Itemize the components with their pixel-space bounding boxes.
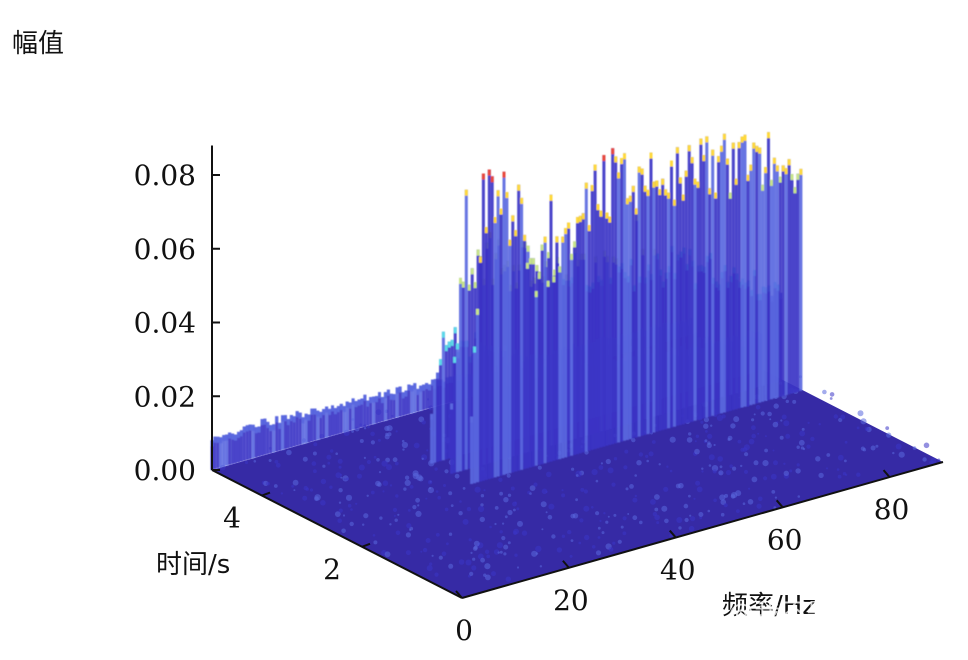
y-tick-mark-0 (361, 542, 371, 548)
z-tick-label-0: 0.00 (134, 454, 196, 487)
z-axis-title: 幅值 (12, 29, 64, 59)
x-tick-mark-4 (882, 469, 891, 478)
x-axis-title: 频率/Hz (722, 591, 816, 621)
z-tick-label-2: 0.04 (134, 307, 196, 340)
watermark-zhihu: 知乎 @我不是哆啦A梦 (668, 599, 928, 629)
tick-labels: 0.00 0.02 0.04 0.06 0.08 0 20 40 60 80 2 4 (134, 159, 910, 647)
x-tick-mark-2 (669, 529, 677, 539)
x-tick-label-0: 0 (455, 614, 473, 647)
x-tick-label-1: 20 (553, 584, 589, 617)
x-axis-line (461, 461, 944, 599)
y-axis-title: 时间/s (156, 550, 230, 580)
axes (211, 145, 944, 599)
x-tick-mark-1 (562, 560, 570, 569)
y-axis-line (211, 469, 463, 599)
watermark-csdn: CSDN @我不是哆啦A梦 (750, 629, 956, 651)
x-tick-mark-0 (455, 590, 463, 599)
x-tick-label-4: 80 (874, 493, 910, 526)
z-tick-label-3: 0.06 (134, 233, 196, 266)
bar-series-group (210, 132, 803, 484)
z-tick-label-1: 0.02 (134, 380, 196, 413)
y-tick-mark-1 (261, 491, 271, 497)
y-tick-label-0: 2 (323, 553, 341, 586)
bar-series-t2-8 (470, 132, 803, 484)
y-tick-label-1: 4 (223, 502, 241, 535)
x-tick-label-2: 40 (660, 554, 696, 587)
z-tick-label-4: 0.08 (134, 159, 196, 192)
x-tick-mark-3 (775, 499, 784, 508)
x-tick-label-3: 60 (767, 523, 803, 556)
